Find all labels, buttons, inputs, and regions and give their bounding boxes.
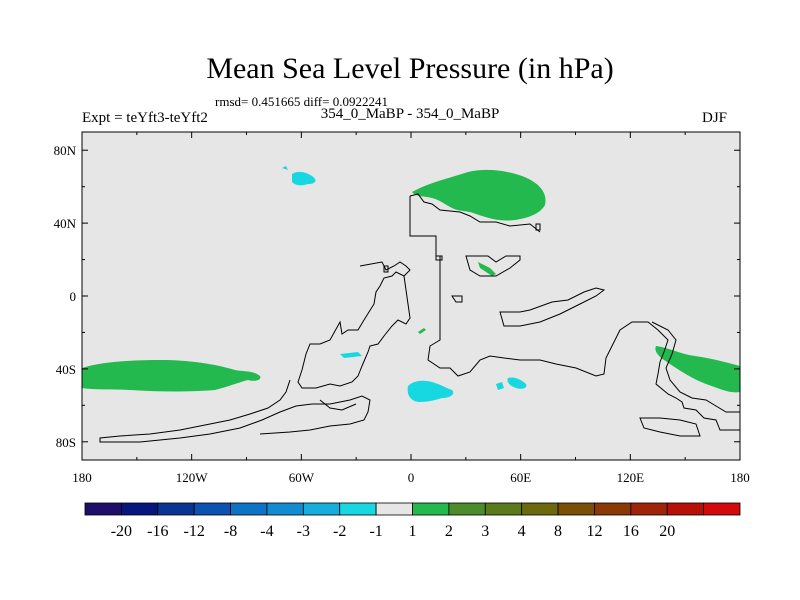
- colorbar-label: 4: [518, 523, 526, 540]
- coastline-island-1: [435, 255, 443, 261]
- colorbar-swatch: [84, 502, 122, 516]
- anomaly-south-indian-pacific: [655, 346, 740, 393]
- anomaly-south-indian: [507, 377, 527, 389]
- anomaly-small-patch-3: [228, 374, 240, 380]
- anomaly-north-eurasia: [412, 169, 546, 221]
- colorbar-swatch: [521, 502, 559, 516]
- colorbar-swatch: [557, 502, 595, 516]
- colorbar-label: 16: [623, 523, 639, 540]
- colorbar-swatch: [666, 502, 705, 516]
- colorbar-swatch: [703, 502, 741, 516]
- colorbar: -20 -16 -12 -8 -4 -3 -2 -1 1 2 3 4 8 12 16 20: [84, 502, 741, 540]
- colorbar-swatch: [266, 502, 304, 516]
- colorbar-label: 1: [409, 523, 417, 540]
- anomaly-small-patch-5: [496, 382, 504, 390]
- x-tick-label: 0: [408, 470, 415, 485]
- colorbar-swatch: [230, 502, 268, 516]
- colorbar-swatch: [339, 502, 377, 516]
- anomaly-south-pacific: [82, 360, 261, 392]
- colorbar-swatch: [120, 502, 159, 516]
- colorbar-label: 8: [554, 523, 562, 540]
- colorbar-swatch: [630, 502, 668, 516]
- coastline-americas: [297, 261, 411, 389]
- colorbar-swatch: [375, 502, 413, 516]
- colorbar-swatch: [157, 502, 195, 516]
- colorbar-label: -12: [184, 523, 205, 540]
- colorbar-swatch: [484, 502, 523, 516]
- colorbar-swatch: [302, 502, 341, 516]
- coastline-antarctic-piece: [319, 399, 357, 411]
- colorbar-label: 3: [481, 523, 489, 540]
- y-tick-label: 0: [70, 289, 77, 304]
- colorbar-swatch: [448, 502, 486, 516]
- x-tick-label: 60W: [289, 470, 315, 485]
- coastline-island-4: [535, 223, 541, 231]
- season-label: DJF: [702, 110, 728, 126]
- x-tick-label: 120W: [176, 470, 209, 485]
- colorbar-swatch: [412, 502, 450, 516]
- colorbar-label: -16: [147, 523, 168, 540]
- colorbar-label: 20: [659, 523, 675, 540]
- coastline-south-america: [99, 379, 371, 443]
- colorbar-label: -2: [333, 523, 346, 540]
- coastline-island-2: [451, 295, 463, 303]
- x-tick-label: 60E: [510, 470, 531, 485]
- stats-text: rmsd= 0.451665 diff= 0.0922241: [215, 94, 388, 109]
- anomaly-small-patch-2: [418, 328, 426, 334]
- colorbar-label: 12: [586, 523, 602, 540]
- colorbar-label: -4: [260, 523, 273, 540]
- x-tick-label: 120E: [617, 470, 645, 485]
- x-tick-label: 180: [730, 470, 750, 485]
- coastline-europe-west: [409, 193, 541, 233]
- colorbar-swatch: [594, 502, 632, 516]
- y-tick-label: 80N: [54, 143, 77, 158]
- coastline-antarctic-east: [639, 417, 701, 437]
- y-axis: 80N 40N 0 40S 80S: [54, 143, 740, 450]
- anomaly-fills: [82, 166, 740, 402]
- x-tick-label: 180: [72, 470, 92, 485]
- colorbar-label: -1: [369, 523, 382, 540]
- map-background: [82, 132, 740, 460]
- colorbar-label: -3: [297, 523, 310, 540]
- coastline-mideast: [465, 255, 521, 277]
- y-tick-label: 40N: [54, 216, 77, 231]
- coastline-eurasia-africa: [409, 196, 741, 431]
- anomaly-north-pacific: [292, 171, 316, 186]
- x-axis: 180 120W 60W 0 60E 120E 180: [72, 132, 750, 485]
- anomaly-small-patch-4: [340, 352, 362, 358]
- chart-title: Mean Sea Level Pressure (in hPa): [206, 52, 614, 85]
- colorbar-label: -20: [111, 523, 132, 540]
- anomaly-small-patch-6: [282, 166, 288, 170]
- y-tick-label: 80S: [56, 435, 76, 450]
- period-label: 354_0_MaBP - 354_0_MaBP: [320, 106, 500, 122]
- coastline-india: [499, 287, 606, 327]
- experiment-label: Expt = teYft3-teYft2: [82, 110, 208, 126]
- colorbar-label: 2: [445, 523, 453, 540]
- colorbar-label: -8: [224, 523, 237, 540]
- y-tick-label: 40S: [56, 362, 76, 377]
- anomaly-south-atlantic: [407, 380, 454, 402]
- anomaly-small-patch-1: [478, 262, 496, 276]
- colorbar-swatch: [193, 502, 231, 516]
- coastlines: [99, 193, 741, 443]
- coastline-island-3: [383, 265, 389, 273]
